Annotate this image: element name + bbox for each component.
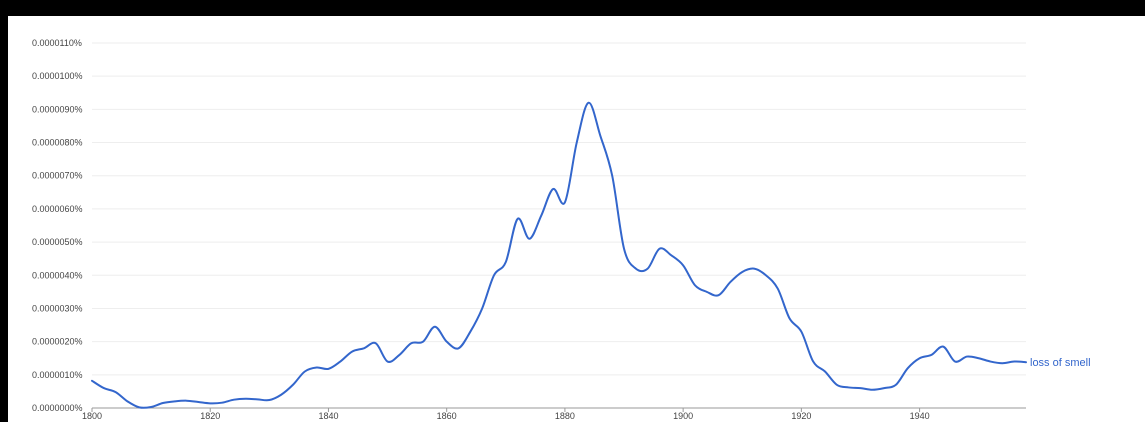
y-tick-label: 0.0000040%	[32, 270, 83, 280]
y-tick-label: 0.0000060%	[32, 204, 83, 214]
x-tick-label: 1800	[82, 411, 102, 421]
y-tick-label: 0.0000100%	[32, 71, 83, 81]
y-tick-label: 0.0000080%	[32, 138, 83, 148]
y-tick-label: 0.0000070%	[32, 171, 83, 181]
series-layer: loss of smell	[91, 101, 1091, 409]
x-tick-label: 1880	[555, 411, 575, 421]
x-tick-label: 1860	[437, 411, 457, 421]
x-tick-label: 1840	[318, 411, 338, 421]
x-tick-label: 1900	[673, 411, 693, 421]
series-label: loss of smell	[1030, 357, 1091, 369]
y-tick-label: 0.0000010%	[32, 370, 83, 380]
y-tick-label: 0.0000050%	[32, 237, 83, 247]
y-axis: 0.0000000% 0.0000010% 0.0000020% 0.0000030%…	[32, 38, 83, 413]
y-tick-label: 0.0000030%	[32, 303, 83, 313]
gridlines	[92, 42, 1026, 409]
series-line-loss-of-smell	[91, 101, 1027, 409]
chart-frame: 0.0000000% 0.0000010% 0.0000020% 0.0000030%…	[8, 16, 1145, 422]
x-tick-label: 1920	[791, 411, 811, 421]
x-tick-label: 1820	[200, 411, 220, 421]
y-tick-label: 0.0000020%	[32, 337, 83, 347]
x-tick-label: 1940	[910, 411, 930, 421]
y-tick-label: 0.0000000%	[32, 403, 83, 413]
y-tick-label: 0.0000090%	[32, 104, 83, 114]
x-axis: 1800 1820 1840 1860 1880 1900 1920 1940	[82, 407, 1026, 421]
ngram-chart: 0.0000000% 0.0000010% 0.0000020% 0.0000030%…	[32, 38, 1091, 421]
y-tick-label: 0.0000110%	[32, 38, 82, 48]
